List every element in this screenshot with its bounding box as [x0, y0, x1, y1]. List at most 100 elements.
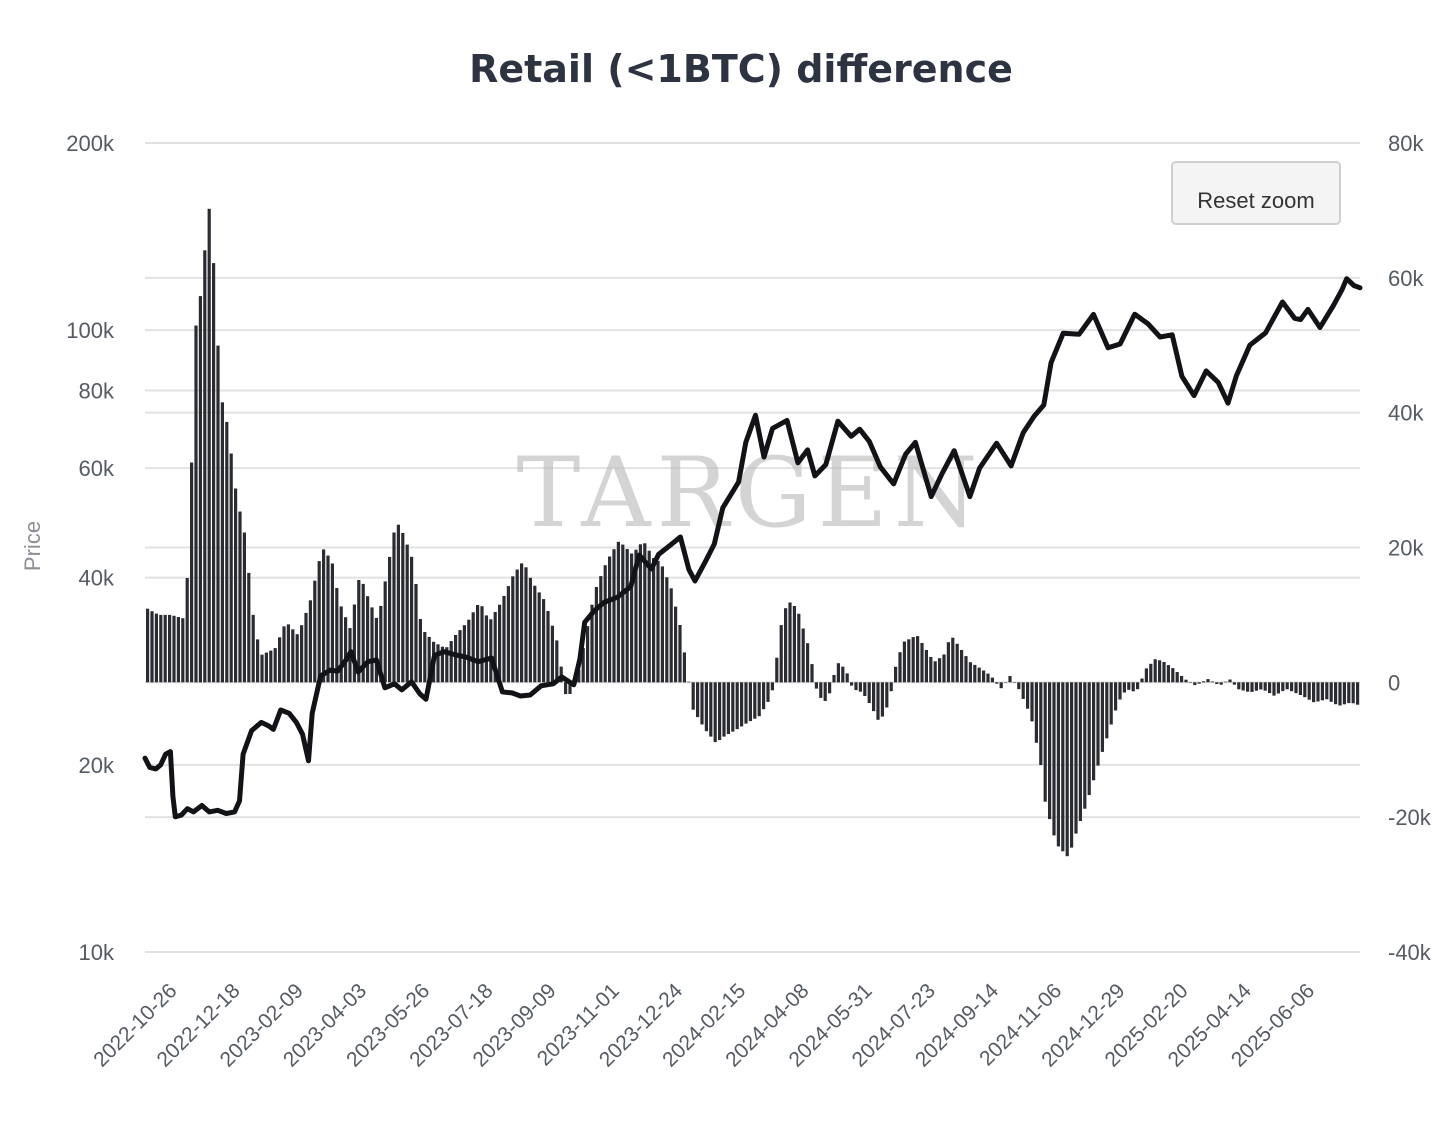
difference-bar [995, 682, 999, 684]
difference-bar [1118, 682, 1122, 700]
difference-bar [467, 619, 471, 683]
difference-bar [1259, 682, 1263, 690]
difference-bar [920, 643, 924, 683]
difference-bar [313, 580, 317, 683]
difference-bar [1083, 682, 1087, 809]
difference-bar [1298, 682, 1302, 695]
reset-zoom-label[interactable]: Reset zoom [1197, 188, 1314, 213]
difference-bar [678, 625, 682, 683]
difference-bar [264, 652, 268, 683]
price-line [142, 276, 1363, 820]
left-axis: 200k 100k 80k 60k 40k 20k 10k [66, 131, 115, 965]
difference-bar [630, 553, 634, 683]
difference-bar [480, 606, 484, 683]
difference-bar [1087, 682, 1091, 795]
difference-bar [150, 611, 154, 683]
difference-bar [801, 628, 805, 683]
difference-bar [414, 584, 418, 683]
difference-bar [1307, 682, 1311, 700]
difference-bar [181, 618, 185, 683]
difference-bar [159, 614, 163, 683]
difference-bar [489, 619, 493, 683]
difference-bar [418, 619, 422, 683]
difference-bar [810, 664, 814, 683]
difference-bar [194, 325, 198, 683]
difference-bar [581, 648, 585, 683]
difference-bar [190, 462, 194, 683]
difference-bar [1356, 682, 1360, 705]
difference-bar [225, 421, 229, 683]
difference-bar [973, 664, 977, 683]
grid-lines [145, 142, 1360, 953]
difference-bar [207, 208, 211, 683]
difference-bar [643, 543, 647, 683]
difference-bar [1219, 682, 1223, 685]
difference-bar [1347, 682, 1351, 704]
difference-bar [1268, 682, 1272, 694]
difference-bar [898, 652, 902, 683]
difference-bar [669, 588, 673, 683]
difference-bar [401, 532, 405, 683]
difference-bar [383, 581, 387, 683]
difference-bar [185, 578, 189, 683]
difference-bar [344, 617, 348, 683]
difference-bar [867, 682, 871, 703]
difference-bar [269, 650, 273, 683]
difference-bar [964, 656, 968, 683]
left-axis-title: Price [20, 521, 45, 571]
difference-bar [238, 511, 242, 683]
difference-bar [841, 666, 845, 683]
difference-bar [493, 612, 497, 683]
left-axis-tick-label: 20k [79, 753, 115, 778]
difference-bar [916, 636, 920, 683]
reset-zoom-button[interactable]: Reset zoom [1171, 161, 1341, 225]
difference-bar [625, 549, 629, 683]
difference-bar [828, 682, 832, 694]
difference-bar [1342, 682, 1346, 705]
difference-bar [726, 682, 730, 734]
difference-bar [1056, 682, 1060, 847]
difference-bar [1303, 682, 1307, 698]
difference-bar [1263, 682, 1267, 691]
difference-bar [819, 682, 823, 698]
difference-bar [1325, 682, 1329, 700]
difference-bar [603, 565, 607, 683]
difference-bar [471, 612, 475, 683]
x-axis: 2022-10-262022-12-182023-02-092023-04-03… [89, 979, 1319, 1071]
right-axis-tick-label: 80k [1388, 131, 1424, 156]
difference-bar [1105, 682, 1109, 739]
difference-bar [542, 599, 546, 683]
difference-bar [1180, 676, 1184, 683]
left-axis-tick-label: 10k [79, 940, 115, 965]
difference-bar [946, 642, 950, 683]
difference-bar [1237, 682, 1241, 690]
difference-bar [1127, 682, 1131, 690]
difference-bar [577, 669, 581, 683]
difference-bar [484, 615, 488, 683]
reset-zoom-button-bg[interactable] [1171, 161, 1341, 225]
difference-bar [621, 544, 625, 683]
difference-bar [850, 682, 854, 686]
difference-bar [942, 654, 946, 683]
difference-bar [154, 613, 158, 683]
difference-bar [260, 654, 264, 683]
difference-bar [370, 607, 374, 683]
difference-bar [1272, 682, 1276, 696]
difference-bar [854, 682, 858, 691]
difference-bar [656, 561, 660, 683]
difference-bar [1034, 682, 1038, 743]
difference-bar [291, 629, 295, 683]
difference-bar [634, 549, 638, 683]
difference-bar [229, 453, 233, 683]
difference-bar [1149, 663, 1153, 683]
difference-bar [172, 615, 176, 683]
difference-bar [814, 682, 818, 689]
difference-bar [146, 608, 150, 683]
difference-bar [1008, 676, 1012, 683]
difference-bar [1241, 682, 1245, 691]
difference-bar [1100, 682, 1104, 752]
difference-bar [806, 643, 810, 683]
left-axis-tick-label: 200k [66, 131, 115, 156]
difference-bar [220, 402, 224, 683]
difference-bar [1215, 682, 1219, 684]
